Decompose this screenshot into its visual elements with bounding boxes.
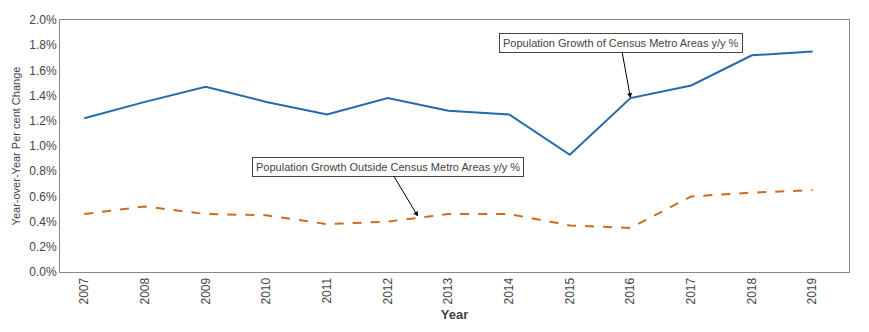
svg-text:2007: 2007 (77, 277, 91, 304)
svg-text:1.2%: 1.2% (29, 114, 57, 128)
svg-text:0.0%: 0.0% (29, 265, 57, 279)
svg-text:2016: 2016 (623, 277, 637, 304)
svg-text:2012: 2012 (381, 277, 395, 304)
svg-text:Year-over-Year Per cent Change: Year-over-Year Per cent Change (10, 67, 22, 226)
svg-text:2.0%: 2.0% (29, 13, 57, 27)
svg-text:0.8%: 0.8% (29, 164, 57, 178)
svg-text:2015: 2015 (563, 277, 577, 304)
svg-text:2019: 2019 (805, 277, 819, 304)
svg-text:2010: 2010 (259, 277, 273, 304)
svg-text:0.2%: 0.2% (29, 240, 57, 254)
svg-text:2013: 2013 (441, 277, 455, 304)
svg-text:Population Growth of Census Me: Population Growth of Census Metro Areas … (503, 37, 739, 49)
svg-text:1.4%: 1.4% (29, 89, 57, 103)
svg-text:2008: 2008 (138, 277, 152, 304)
svg-text:2017: 2017 (684, 277, 698, 304)
svg-text:Year: Year (441, 307, 468, 322)
svg-text:Population Growth Outside Cens: Population Growth Outside Census Metro A… (256, 161, 520, 173)
svg-text:1.6%: 1.6% (29, 64, 57, 78)
svg-text:2014: 2014 (502, 277, 516, 304)
svg-text:0.4%: 0.4% (29, 215, 57, 229)
svg-text:2009: 2009 (199, 277, 213, 304)
svg-text:1.0%: 1.0% (29, 139, 57, 153)
svg-text:0.6%: 0.6% (29, 190, 57, 204)
svg-text:2018: 2018 (745, 277, 759, 304)
svg-text:1.8%: 1.8% (29, 38, 57, 52)
svg-text:2011: 2011 (320, 277, 334, 303)
